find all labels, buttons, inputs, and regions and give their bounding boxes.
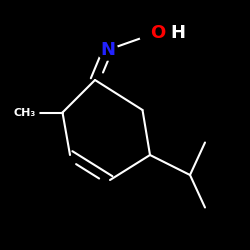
Circle shape: [98, 40, 117, 60]
Text: N: N: [100, 41, 115, 59]
Text: H: H: [170, 24, 185, 42]
Text: O: O: [150, 24, 165, 42]
Circle shape: [11, 99, 39, 126]
Circle shape: [140, 25, 160, 45]
Text: CH₃: CH₃: [14, 108, 36, 118]
